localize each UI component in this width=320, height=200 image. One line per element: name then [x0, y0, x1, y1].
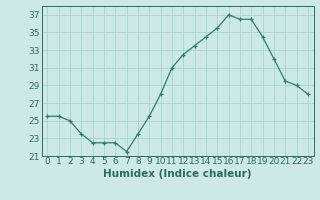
X-axis label: Humidex (Indice chaleur): Humidex (Indice chaleur) — [103, 169, 252, 179]
